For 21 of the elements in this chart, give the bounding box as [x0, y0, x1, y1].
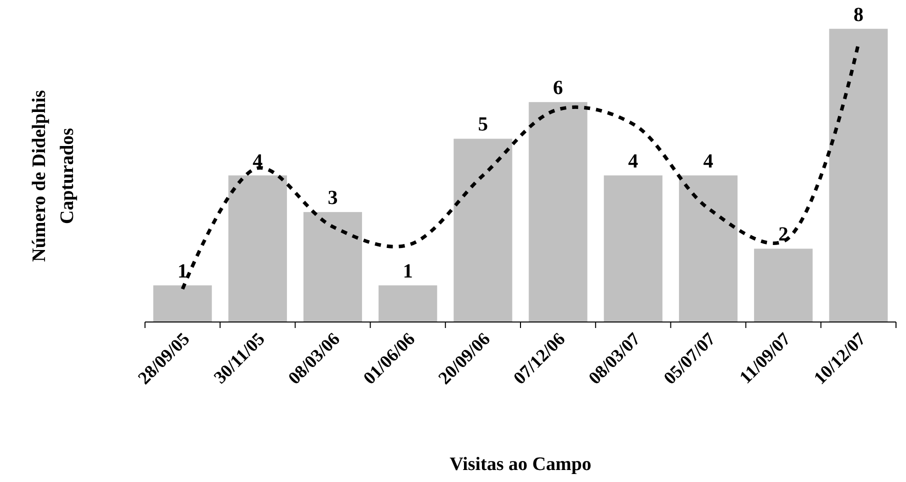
- data-label: 8: [853, 4, 864, 26]
- data-label: 4: [628, 150, 638, 172]
- bar: [754, 248, 813, 322]
- x-axis-title: Visitas ao Campo: [450, 454, 592, 475]
- bar: [228, 175, 287, 322]
- bar: [303, 212, 362, 322]
- data-label: 5: [478, 114, 488, 136]
- data-label: 3: [328, 187, 338, 210]
- data-label: 1: [178, 260, 188, 282]
- bar: [454, 138, 512, 322]
- bar: [153, 285, 212, 322]
- bar: [604, 175, 662, 322]
- bar: [678, 175, 738, 322]
- bar: [378, 285, 438, 322]
- data-label: 4: [252, 150, 263, 172]
- data-label: 6: [553, 77, 564, 100]
- bar: [528, 102, 588, 322]
- data-label: 4: [703, 150, 714, 172]
- y-axis-title: Número de Didelphis Capturados: [29, 90, 78, 262]
- bar: [829, 28, 888, 322]
- data-label: 1: [402, 260, 413, 282]
